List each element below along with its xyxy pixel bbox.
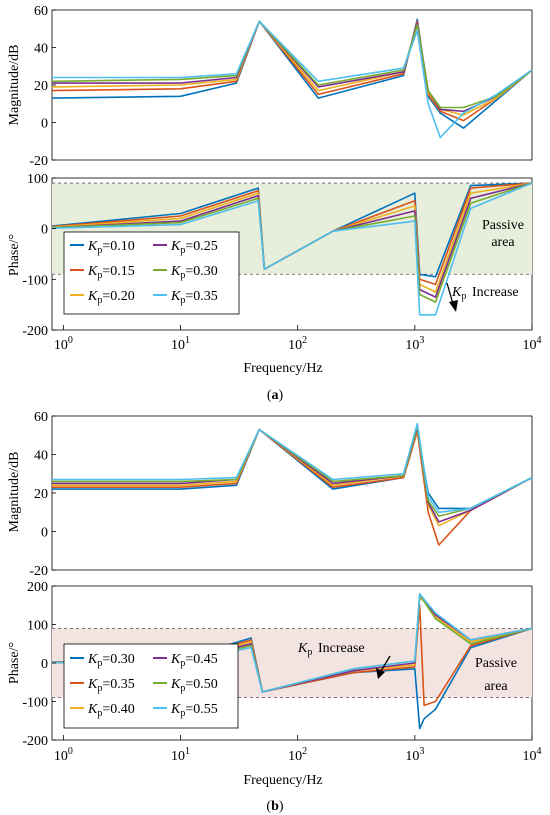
- y-tick-label: -20: [29, 154, 48, 169]
- caption: (a): [267, 388, 284, 403]
- figure-a-phase-plot: -200 -100 0 100 100 101 102 103 104 Phase/° Pas…: [7, 172, 542, 353]
- y-tick-label: 60: [34, 410, 48, 425]
- legend-label: Kp=0.10: [87, 239, 135, 256]
- y-ticks: -200 -100 0 100 200: [22, 580, 56, 749]
- series-line: [51, 182, 533, 303]
- legend-entries: Kp=0.30 Kp=0.45 Kp=0.35 Kp=0.50 Kp=0.40 Kp=0.…: [70, 652, 218, 719]
- x-axis-label: Frequency/Hz: [243, 361, 322, 376]
- magnitude-curves: [52, 422, 533, 546]
- magnitude-ylabel: Magnitude/dB: [7, 45, 22, 126]
- plot-frame: [51, 415, 533, 571]
- passive-area-label: area: [491, 235, 515, 250]
- series-line: [51, 182, 533, 286]
- legend-label: Kp=0.40: [87, 702, 135, 719]
- y-tick-label: -200: [22, 324, 48, 339]
- series-line: [52, 428, 533, 546]
- legend-label: Kp=0.25: [170, 239, 218, 256]
- x-tick-label: 104: [523, 746, 542, 764]
- y-ticks: -200 -100 0 100: [22, 172, 56, 339]
- y-tick-label: 60: [34, 4, 48, 19]
- x-tick-label: 101: [171, 746, 190, 764]
- legend-label: Kp=0.30: [87, 652, 135, 669]
- y-tick-label: 0: [41, 223, 48, 238]
- phase-ylabel: Phase/°: [7, 234, 22, 276]
- y-ticks: -20 0 20 40 60: [29, 410, 56, 579]
- magnitude-curves: [51, 18, 533, 139]
- x-axis-label: Frequency/Hz: [243, 773, 322, 788]
- y-tick-label: 40: [34, 42, 48, 57]
- y-tick-label: 0: [41, 117, 48, 132]
- legend-label: Kp=0.35: [87, 677, 135, 694]
- y-tick-label: -100: [22, 273, 48, 288]
- y-tick-label: 40: [34, 449, 48, 464]
- legend-label: Kp=0.20: [87, 289, 135, 306]
- plot-frame: [51, 9, 533, 161]
- caption-letter: b: [271, 799, 279, 814]
- series-line: [51, 182, 533, 293]
- passive-area-label: area: [484, 679, 508, 694]
- legend: Kp=0.10 Kp=0.25 Kp=0.15 Kp=0.30 Kp=0.20 Kp=0.…: [63, 231, 240, 315]
- passive-area-label: Passive: [475, 656, 517, 671]
- x-tick-label: 101: [171, 335, 190, 353]
- increase-arrow: [446, 282, 454, 305]
- y-tick-label: 200: [27, 580, 48, 595]
- increase-label: Increase: [318, 641, 365, 656]
- series-line: [51, 182, 533, 316]
- legend-label: Kp=0.55: [170, 702, 218, 719]
- x-tick-label: 102: [288, 335, 307, 353]
- phase-curves: [51, 182, 533, 316]
- passive-area-label: Passive: [482, 218, 524, 233]
- y-tick-label: 0: [41, 526, 48, 541]
- y-tick-label: -20: [29, 564, 48, 579]
- x-tick-label: 100: [54, 746, 73, 764]
- legend: Kp=0.30 Kp=0.45 Kp=0.35 Kp=0.50 Kp=0.40 Kp=0.…: [63, 643, 239, 729]
- phase-ylabel: Phase/°: [7, 642, 22, 684]
- legend-label: Kp=0.50: [170, 677, 218, 694]
- increase-arrow: [380, 655, 391, 672]
- y-tick-label: -200: [22, 734, 48, 749]
- y-tick-label: 100: [27, 619, 48, 634]
- increase-label: Increase: [472, 285, 519, 300]
- y-ticks: -20 0 20 40 60: [29, 4, 56, 169]
- legend-label: Kp=0.35: [170, 289, 218, 306]
- series-line: [52, 424, 533, 517]
- legend-label: Kp=0.45: [170, 652, 218, 669]
- legend-label: Kp=0.15: [87, 264, 135, 281]
- legend-box: [63, 231, 240, 315]
- y-tick-label: 0: [41, 657, 48, 672]
- y-tick-label: 20: [34, 79, 48, 94]
- increase-arrow-head: [449, 300, 458, 312]
- legend-entries: Kp=0.10 Kp=0.25 Kp=0.15 Kp=0.30 Kp=0.20 Kp=0.…: [70, 239, 218, 306]
- legend-label: Kp=0.30: [170, 264, 218, 281]
- caption-letter: a: [272, 388, 279, 403]
- caption: (b): [266, 799, 283, 814]
- x-tick-label: 104: [523, 335, 542, 353]
- x-tick-label: 103: [405, 335, 424, 353]
- series-line: [51, 182, 533, 298]
- figure-a-magnitude-plot: -20 0 20 40 60 Magnitude/dB: [7, 4, 533, 169]
- figure-b-magnitude-plot: -20 0 20 40 60 Magnitude/dB: [7, 410, 533, 579]
- y-tick-label: -100: [22, 696, 48, 711]
- series-line: [51, 182, 533, 278]
- series-line: [52, 20, 533, 139]
- y-tick-label: 100: [27, 172, 48, 187]
- series-line: [52, 422, 533, 514]
- x-tick-label: 102: [288, 746, 307, 764]
- magnitude-ylabel: Magnitude/dB: [7, 452, 22, 533]
- increase-arrow-head: [376, 668, 385, 679]
- y-tick-label: 20: [34, 487, 48, 502]
- x-tick-label: 103: [405, 746, 424, 764]
- x-tick-label: 100: [54, 335, 73, 353]
- legend-box: [63, 643, 239, 729]
